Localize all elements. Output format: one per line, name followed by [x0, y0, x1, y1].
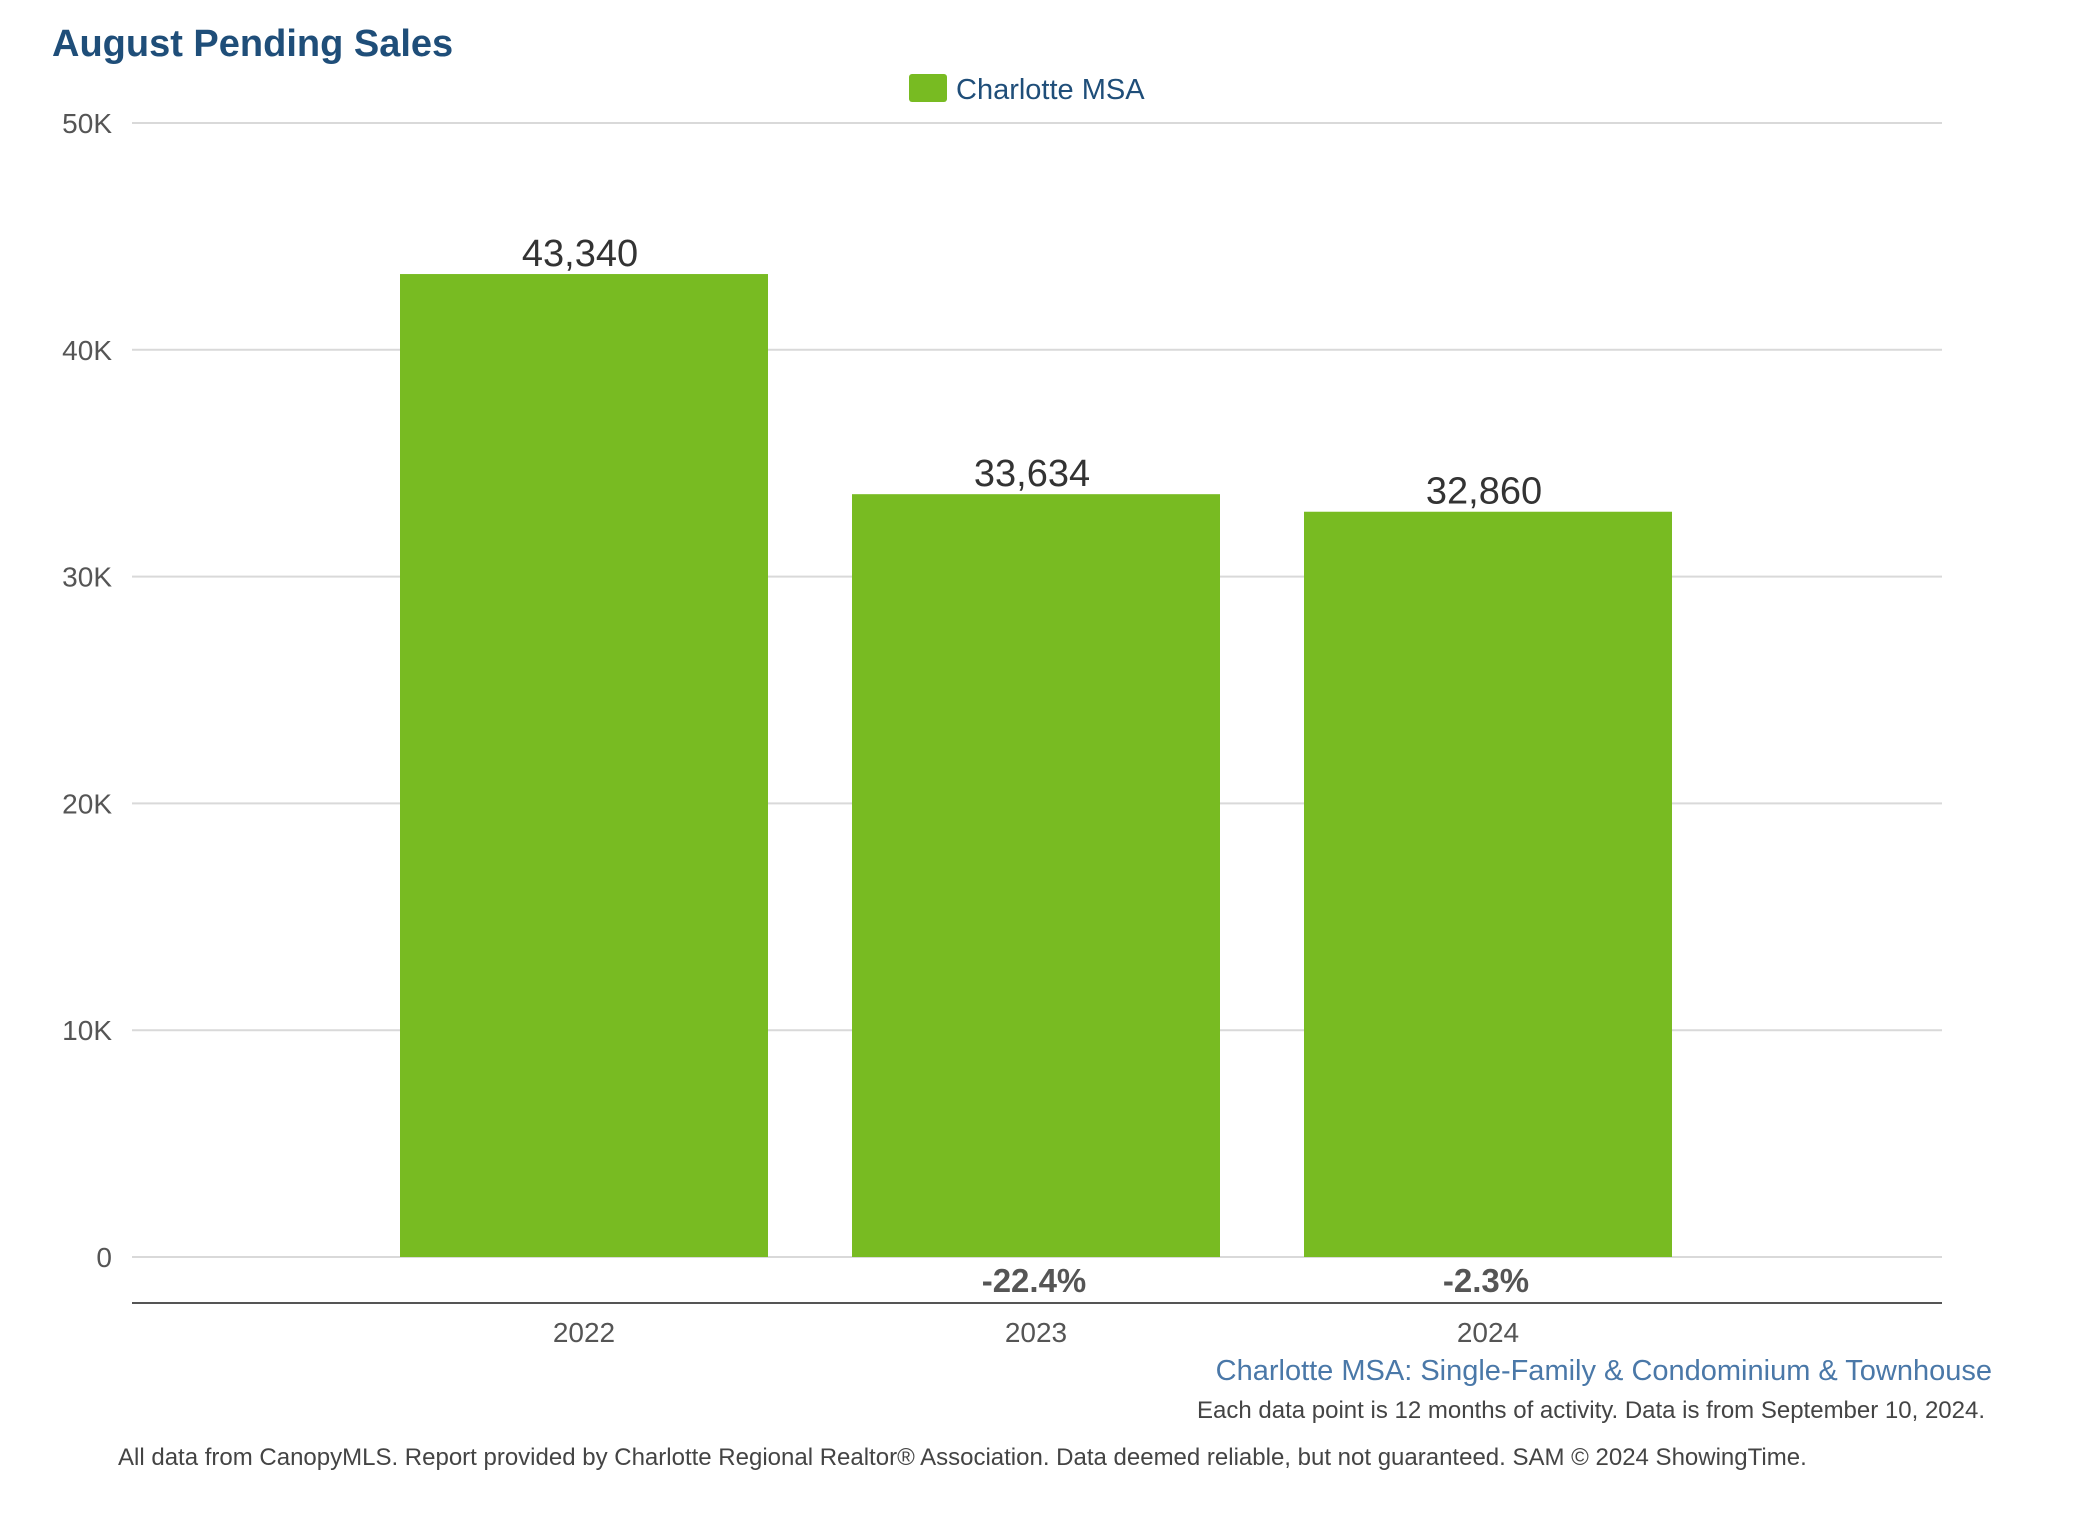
- x-tick-label: 2022: [553, 1317, 615, 1348]
- y-axis-ticks: 0 10K 20K 30K 40K 50K: [62, 108, 112, 1273]
- y-tick-label: 30K: [62, 562, 112, 593]
- y-tick-label: 10K: [62, 1015, 112, 1046]
- chart-subtitle: Charlotte MSA: Single-Family & Condomini…: [1216, 1355, 1992, 1387]
- legend[interactable]: Charlotte MSA: [909, 74, 1145, 106]
- data-note: Each data point is 12 months of activity…: [1197, 1397, 1985, 1424]
- x-tick-label: 2023: [1005, 1317, 1067, 1348]
- y-tick-label: 50K: [62, 108, 112, 139]
- y-tick-label: 20K: [62, 788, 112, 819]
- bar[interactable]: [852, 494, 1220, 1257]
- x-tick-label: 2024: [1457, 1317, 1519, 1348]
- bar-value-label: 32,860: [1426, 471, 1542, 513]
- disclaimer: All data from CanopyMLS. Report provided…: [118, 1444, 1807, 1471]
- bar[interactable]: [400, 274, 768, 1257]
- change-labels: -22.4% -2.3%: [982, 1262, 1529, 1299]
- bar[interactable]: [1304, 511, 1672, 1257]
- x-axis-ticks: 2022 2023 2024: [553, 1317, 1519, 1348]
- bars: [400, 274, 1672, 1257]
- data-labels: 43,340 33,634 32,860: [522, 233, 1542, 513]
- chart-title: August Pending Sales: [52, 23, 453, 65]
- change-label: -2.3%: [1443, 1262, 1529, 1299]
- y-tick-label: 40K: [62, 335, 112, 366]
- y-tick-label: 0: [96, 1242, 112, 1273]
- legend-swatch: [909, 74, 947, 102]
- bar-value-label: 43,340: [522, 233, 638, 275]
- bar-value-label: 33,634: [974, 453, 1090, 495]
- legend-label: Charlotte MSA: [956, 74, 1145, 106]
- change-label: -22.4%: [982, 1262, 1087, 1299]
